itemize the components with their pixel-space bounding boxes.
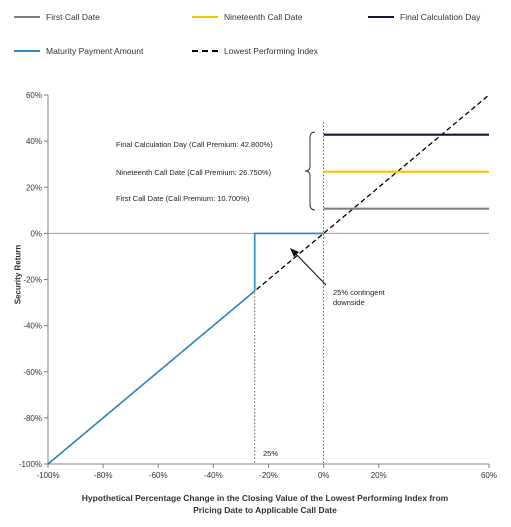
y-tick-label: 20% — [26, 183, 42, 192]
legend: First Call Date Nineteenth Call Date Fin… — [0, 0, 511, 70]
y-tick-label: -100% — [19, 460, 42, 469]
annotation-downside-line1: 25% contingent — [333, 288, 385, 297]
legend-label-maturity-payment-amount: Maturity Payment Amount — [46, 46, 144, 56]
y-tick-label: -40% — [23, 322, 42, 331]
y-tick-label: -80% — [23, 414, 42, 423]
legend-swatch-first-call-date — [14, 16, 40, 18]
annotation-first-call-date: First Call Date (Call Premium: 10.700%) — [116, 194, 250, 203]
legend-label-first-call-date: First Call Date — [46, 12, 100, 22]
legend-item-lowest-performing-index: Lowest Performing Index — [192, 44, 318, 58]
y-tick-label: 0% — [30, 229, 42, 238]
legend-item-nineteenth-call-date: Nineteenth Call Date — [192, 10, 302, 24]
y-tick-label: 60% — [26, 91, 42, 100]
annotation-final-calculation-day: Final Calculation Day (Call Premium: 42.… — [116, 140, 273, 149]
downside-arrow-head — [290, 248, 299, 257]
x-tick-label: -80% — [94, 471, 113, 480]
y-tick-label: 40% — [26, 137, 42, 146]
annotation-threshold: 25% — [263, 449, 279, 458]
x-tick-label: 0% — [318, 471, 330, 480]
x-tick-label: -60% — [149, 471, 168, 480]
x-axis-label-line1: Hypothetical Percentage Change in the Cl… — [81, 493, 449, 503]
legend-item-first-call-date: First Call Date — [14, 10, 100, 24]
x-tick-label: -100% — [36, 471, 59, 480]
legend-item-maturity-payment-amount: Maturity Payment Amount — [14, 44, 143, 58]
x-tick-label: 60% — [481, 471, 497, 480]
legend-swatch-lowest-performing-index — [192, 50, 218, 52]
annotation-nineteenth-call-date: Nineteenth Call Date (Call Premium: 26.7… — [116, 168, 272, 177]
legend-label-nineteenth-call-date: Nineteenth Call Date — [224, 12, 303, 22]
y-tick-label: -60% — [23, 368, 42, 377]
y-axis-label: Security Return — [13, 244, 23, 305]
x-tick-label: -20% — [259, 471, 278, 480]
legend-label-final-calculation-day: Final Calculation Day — [400, 12, 481, 22]
y-tick-label: -20% — [23, 276, 42, 285]
x-tick-label: 20% — [371, 471, 387, 480]
legend-swatch-final-calculation-day — [368, 16, 394, 18]
legend-label-lowest-performing-index: Lowest Performing Index — [224, 46, 319, 56]
legend-swatch-nineteenth-call-date — [192, 16, 218, 18]
x-axis-label-line2: Pricing Date to Applicable Call Date — [193, 505, 337, 515]
premium-bracket — [304, 131, 316, 211]
annotation-downside-line2: downside — [333, 298, 365, 307]
x-axis-label: Hypothetical Percentage Change in the Cl… — [30, 492, 500, 516]
x-tick-label: -40% — [204, 471, 223, 480]
series-maturity-payment-amount — [47, 232, 324, 465]
legend-item-final-calculation-day: Final Calculation Day — [368, 10, 480, 24]
downside-arrow-shaft — [293, 251, 327, 286]
legend-swatch-maturity-payment-amount — [14, 50, 40, 52]
